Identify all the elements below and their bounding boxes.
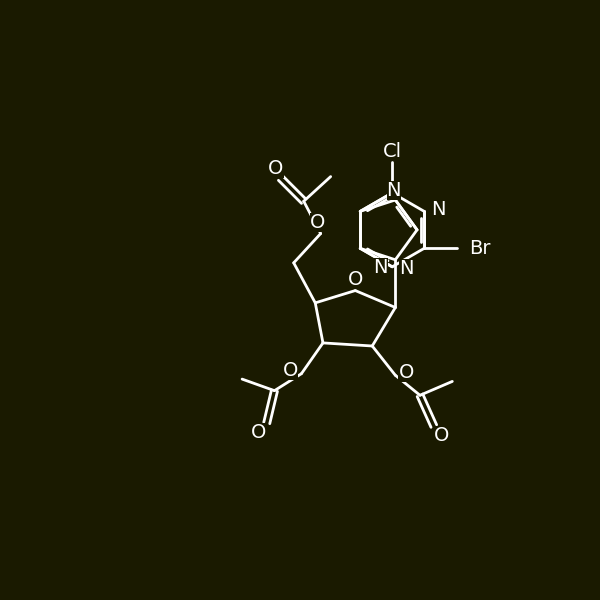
Text: O: O xyxy=(398,362,414,382)
Text: O: O xyxy=(434,426,449,445)
Text: N: N xyxy=(399,259,413,278)
Text: N: N xyxy=(373,258,388,277)
Text: Br: Br xyxy=(469,239,490,258)
Text: O: O xyxy=(268,158,284,178)
Text: N: N xyxy=(431,200,446,220)
Text: O: O xyxy=(283,361,298,380)
Text: O: O xyxy=(347,270,363,289)
Text: N: N xyxy=(386,181,401,200)
Text: O: O xyxy=(310,213,325,232)
Text: Cl: Cl xyxy=(383,142,402,161)
Text: O: O xyxy=(251,423,267,442)
